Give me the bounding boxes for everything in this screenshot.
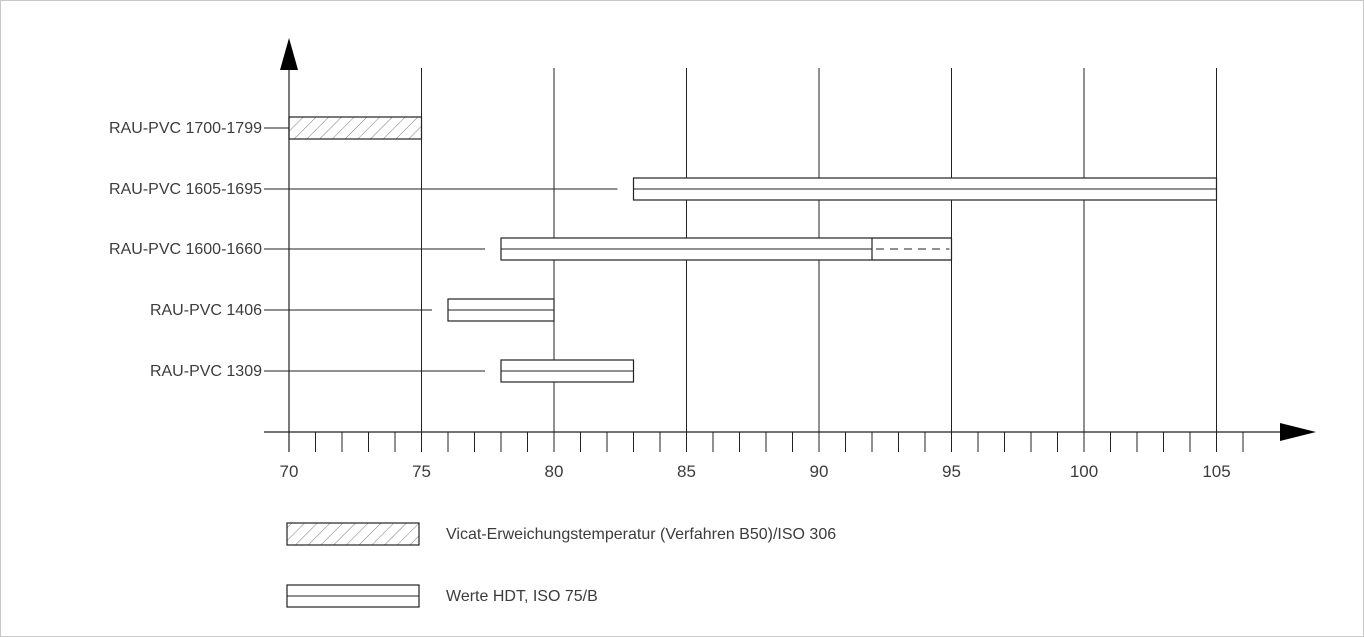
x-tick-label-95: 95 (942, 462, 961, 481)
y-axis-arrow-icon (280, 38, 298, 70)
bars (264, 116, 1218, 383)
category-label-0: RAU-PVC 1700-1799 (109, 120, 262, 137)
legend-label-vicat: Vicat-Erweichungstemperatur (Verfahren B… (446, 526, 836, 543)
category-label-3: RAU-PVC 1406 (150, 302, 262, 319)
x-tick-label-105: 105 (1202, 462, 1230, 481)
vicat-bar-0 (288, 116, 423, 140)
legend: Vicat-Erweichungstemperatur (Verfahren B… (286, 522, 836, 608)
category-label-2: RAU-PVC 1600-1660 (109, 241, 262, 258)
category-label-4: RAU-PVC 1309 (150, 363, 262, 380)
x-axis-arrow-icon (1280, 423, 1316, 441)
category-label-1: RAU-PVC 1605-1695 (109, 181, 262, 198)
x-tick-label-70: 70 (280, 462, 299, 481)
labels: 70 75 80 85 90 95 100 105 RAU-PVC 1700-1799 RAU-P… (109, 120, 1231, 481)
x-tick-label-85: 85 (677, 462, 696, 481)
x-tick-label-75: 75 (412, 462, 431, 481)
legend-label-hdt: Werte HDT, ISO 75/B (446, 588, 598, 605)
x-tick-label-80: 80 (545, 462, 564, 481)
x-tick-label-90: 90 (810, 462, 829, 481)
legend-swatch-vicat (286, 522, 420, 546)
x-tick-label-100: 100 (1070, 462, 1098, 481)
